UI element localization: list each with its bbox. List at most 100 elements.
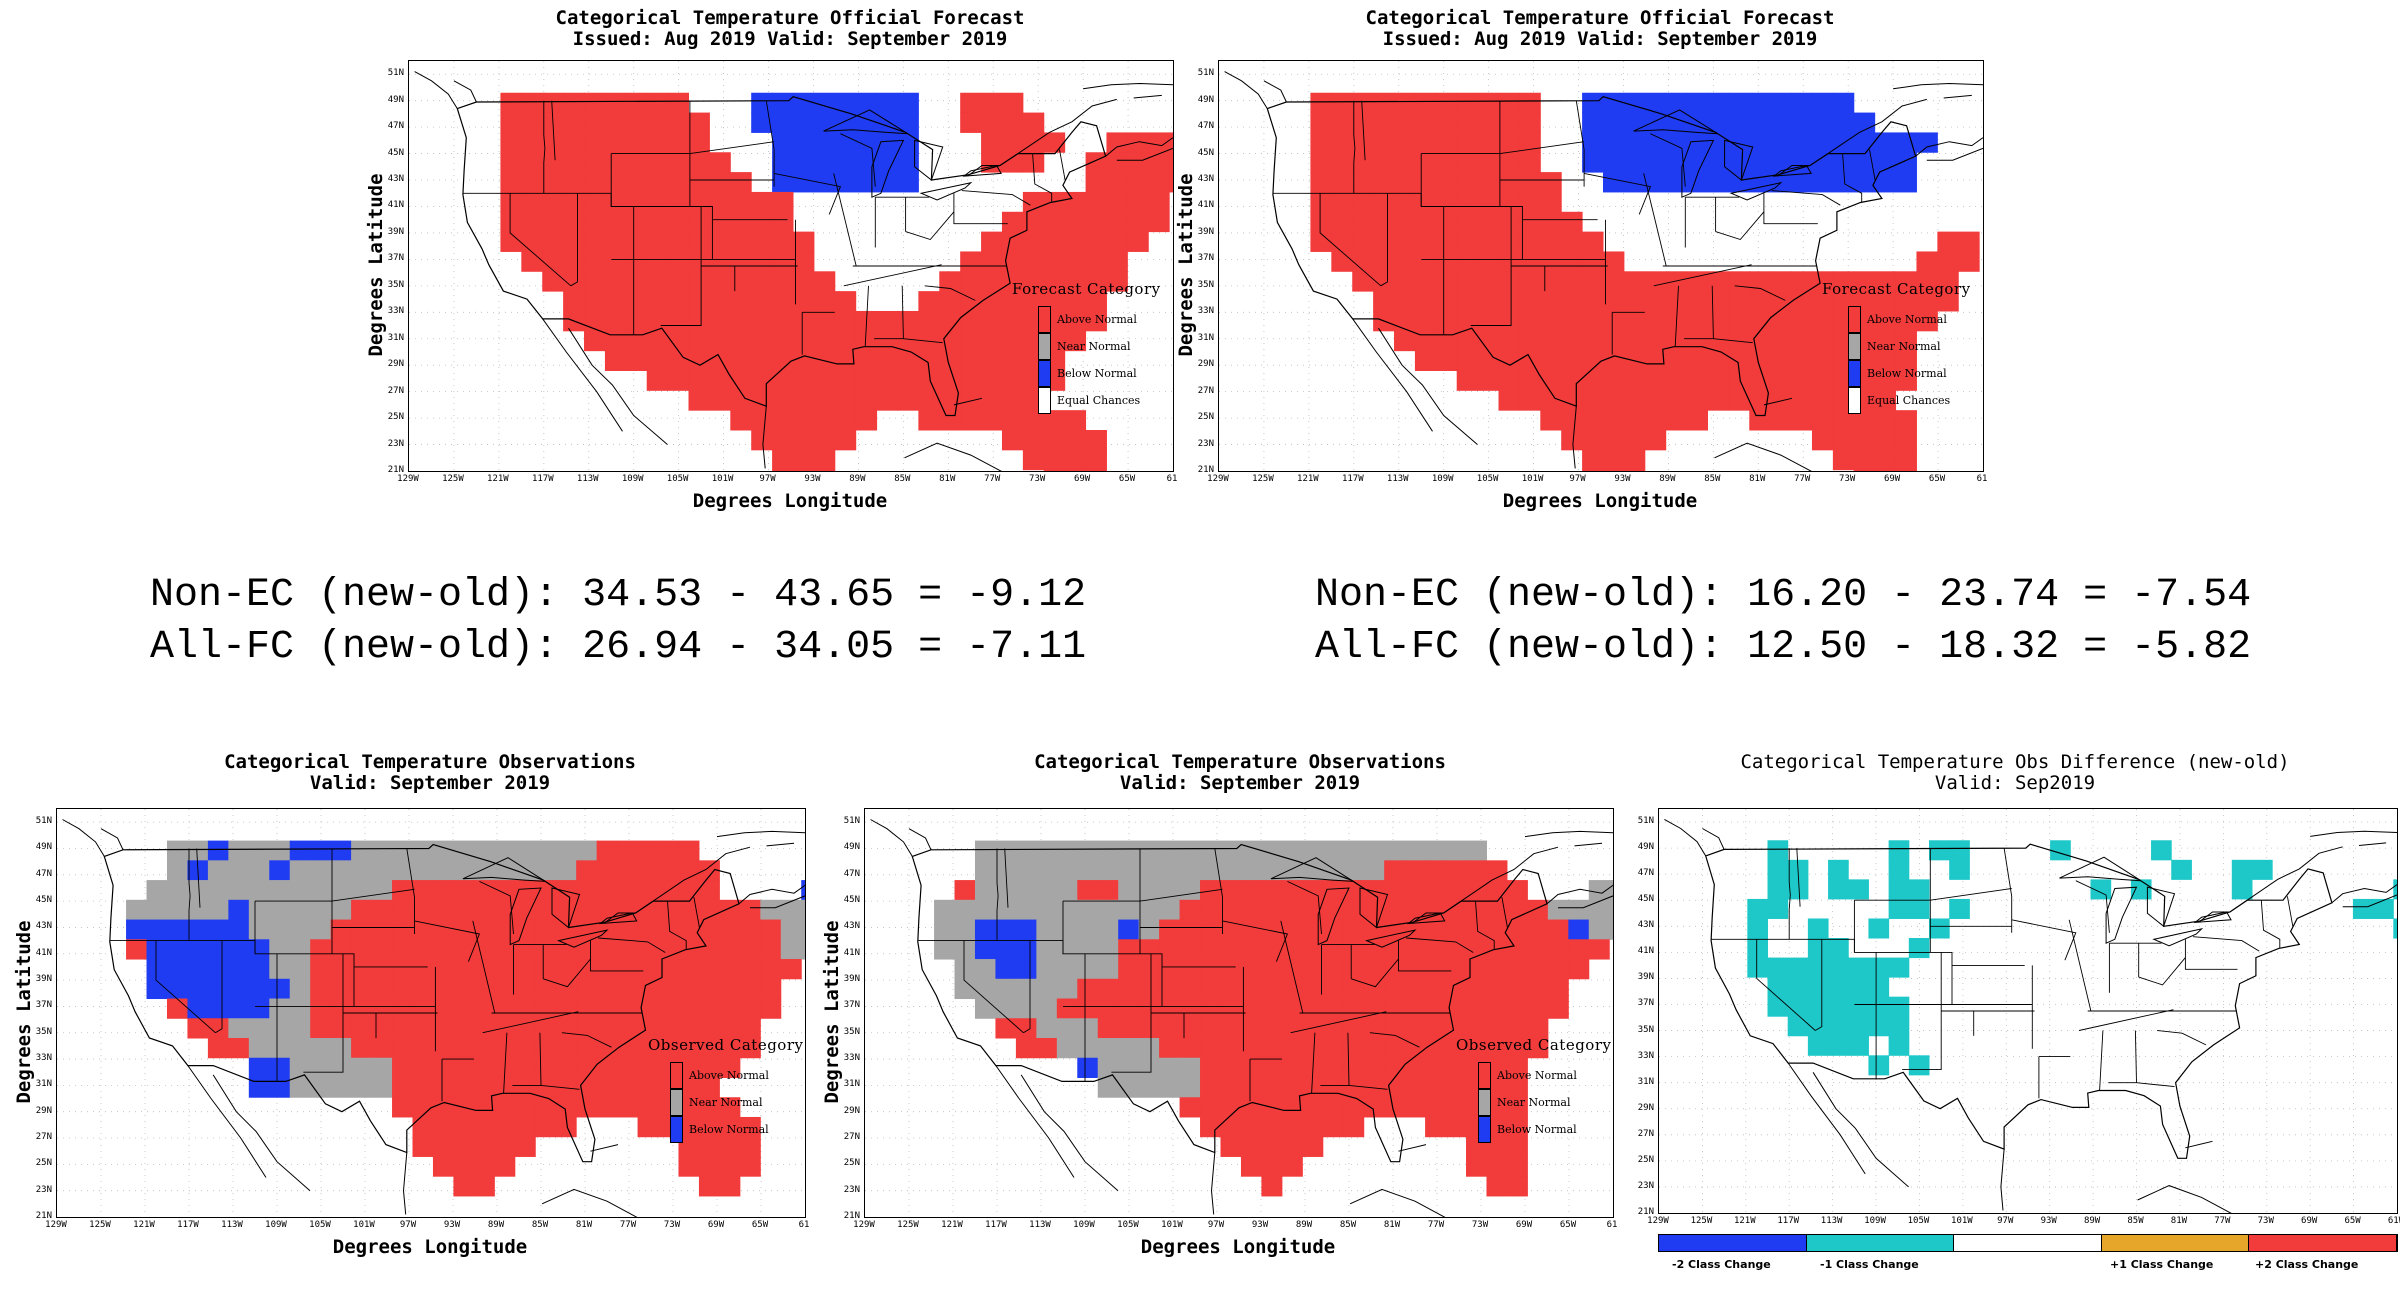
category-cell <box>667 152 690 173</box>
category-cell <box>248 978 270 1000</box>
category-cell <box>688 370 710 391</box>
category-cell <box>1506 978 1528 1000</box>
y-tick-label: 47N <box>1637 868 1654 879</box>
category-cell <box>1414 251 1437 272</box>
category-cell <box>719 899 741 921</box>
category-cell <box>576 1097 598 1118</box>
legend-label: Below Normal <box>1057 367 1137 380</box>
category-cell <box>1159 919 1181 940</box>
category-cell <box>269 1057 291 1078</box>
category-cell <box>1811 112 1834 133</box>
category-cell <box>772 231 794 252</box>
great-lake <box>462 857 546 882</box>
y-tick-label: 39N <box>1197 226 1214 237</box>
category-cell <box>1519 152 1541 173</box>
category-cell <box>855 330 878 352</box>
x-tick-label: 61 <box>798 1220 810 1230</box>
category-cell <box>1582 152 1604 173</box>
category-cell <box>310 860 332 881</box>
category-cell <box>1414 132 1437 153</box>
category-cell <box>1322 840 1344 861</box>
category-cell <box>1373 92 1395 114</box>
category-cell <box>1582 291 1604 312</box>
category-cell <box>432 919 454 940</box>
y-tick-label: 37N <box>35 1000 52 1011</box>
category-cell <box>1200 959 1221 980</box>
category-cell <box>1363 998 1385 1019</box>
category-cell <box>698 1097 720 1118</box>
x-tick-label: 129W <box>853 1220 875 1230</box>
category-cell <box>269 899 291 921</box>
category-cell <box>751 92 773 114</box>
category-cell <box>351 1018 373 1039</box>
category-cell <box>678 1057 700 1078</box>
category-cell <box>954 899 976 921</box>
x-tick-label: 101W <box>1951 1216 1973 1226</box>
category-cell <box>1425 919 1447 940</box>
category-cell <box>1791 172 1813 193</box>
category-cell <box>1916 291 1938 312</box>
category-cell <box>1343 880 1365 901</box>
category-cell <box>1540 191 1562 213</box>
category-cell <box>1707 310 1729 332</box>
category-cell <box>960 271 982 292</box>
category-cell <box>855 410 878 431</box>
category-cell <box>604 211 627 233</box>
category-cell <box>719 1156 741 1177</box>
category-cell <box>876 350 898 371</box>
category-cell <box>1302 939 1324 960</box>
category-cell <box>1561 330 1583 352</box>
category-cell <box>760 939 782 960</box>
great-lake <box>823 109 909 135</box>
category-cell <box>542 92 564 114</box>
x-tick-label: 121W <box>1733 1216 1756 1226</box>
category-cell <box>876 112 898 133</box>
category-cell <box>555 939 577 960</box>
category-cell <box>1506 998 1528 1019</box>
great-lake <box>2059 856 2142 882</box>
category-cell <box>392 959 413 980</box>
category-legend: Observed Category Above Normal Near Normal… <box>648 1036 803 1143</box>
category-cell <box>1097 1057 1119 1078</box>
state-border <box>2075 880 2110 933</box>
category-cell <box>604 152 627 173</box>
category-cell <box>494 939 516 960</box>
state-border <box>693 897 700 928</box>
category-cell <box>310 998 332 1019</box>
category-cell <box>1097 1077 1119 1098</box>
category-cell <box>1384 1038 1406 1059</box>
category-cell <box>1582 271 1604 292</box>
category-cell <box>1561 390 1583 411</box>
category-cell <box>1022 112 1045 133</box>
x-tick-label: 81W <box>2170 1216 2188 1226</box>
state-border <box>1361 100 1366 161</box>
category-cell <box>801 939 805 960</box>
category-cell <box>1394 191 1416 213</box>
colorbar-label: +1 Class Change <box>2110 1258 2214 1271</box>
category-cell <box>1770 370 1792 391</box>
category-cell <box>1022 231 1045 252</box>
category-cell <box>596 1077 618 1098</box>
category-cell <box>1456 92 1479 114</box>
category-cell <box>688 172 710 193</box>
colorbar-segment <box>2101 1235 2250 1251</box>
category-cell <box>1036 959 1058 980</box>
category-cell <box>1064 231 1087 252</box>
title-line1: Categorical Temperature Observations <box>1034 751 1446 773</box>
category-cell <box>330 880 352 901</box>
category-cell <box>1363 1057 1385 1078</box>
category-cell <box>1787 879 1809 900</box>
category-cell <box>412 1136 434 1157</box>
category-cell <box>667 370 690 391</box>
y-tick-label: 51N <box>1197 68 1214 79</box>
category-cell <box>1770 310 1792 332</box>
category-cell <box>432 1156 454 1177</box>
category-cell <box>876 92 898 114</box>
category-cell <box>1179 998 1201 1019</box>
x-tick-label: 77W <box>984 474 1001 484</box>
category-cell <box>1043 430 1066 451</box>
category-cell <box>698 880 720 901</box>
coastline <box>1224 71 1268 109</box>
category-cell <box>576 978 598 1000</box>
category-cell <box>269 939 291 960</box>
